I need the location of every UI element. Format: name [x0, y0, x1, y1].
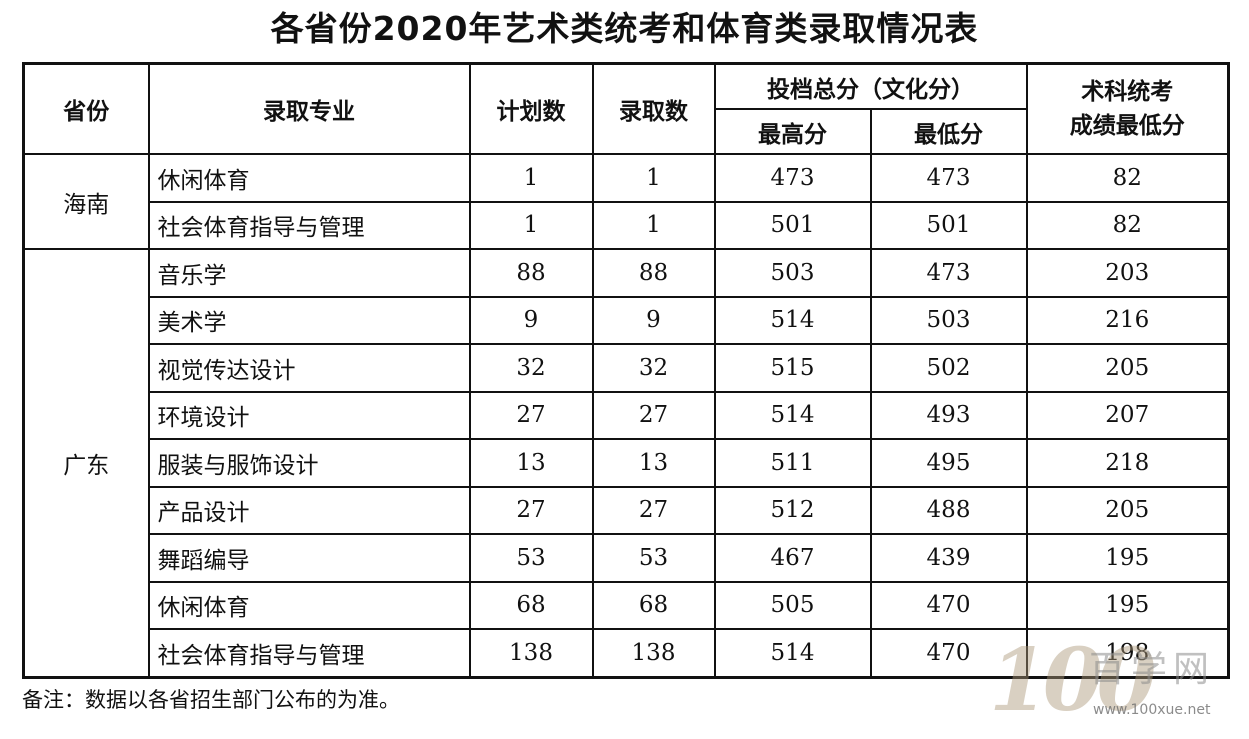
- score-high-cell: 473: [713, 153, 872, 203]
- score-low-cell: 502: [869, 343, 1028, 393]
- exam-min-cell: 195: [1025, 533, 1230, 583]
- footnote: 备注：数据以各省招生部门公布的为准。: [22, 688, 400, 712]
- header-admitted: 录取数: [591, 62, 716, 155]
- major-cell: 休闲体育: [147, 153, 471, 203]
- exam-min-cell: 195: [1025, 580, 1230, 630]
- admitted-cell: 53: [591, 533, 716, 583]
- score-high-cell: 505: [713, 580, 872, 630]
- score-high-cell: 514: [713, 390, 872, 440]
- score-low-cell: 470: [869, 580, 1028, 630]
- plan-cell: 27: [468, 485, 594, 535]
- table-row: 视觉传达设计 32 32 515 502 205: [24, 343, 1230, 393]
- exam-min-cell: 82: [1025, 153, 1230, 203]
- table-row: 产品设计 27 27 512 488 205: [24, 485, 1230, 535]
- exam-min-cell: 218: [1025, 438, 1230, 488]
- major-cell: 视觉传达设计: [147, 343, 471, 393]
- score-high-cell: 512: [713, 485, 872, 535]
- major-cell: 社会体育指导与管理: [147, 628, 471, 678]
- table-row: 服装与服饰设计 13 13 511 495 218: [24, 438, 1230, 488]
- page-title: 各省份2020年艺术类统考和体育类录取情况表: [270, 9, 979, 48]
- major-cell: 休闲体育: [147, 580, 471, 630]
- admitted-cell: 32: [591, 343, 716, 393]
- admitted-cell: 68: [591, 580, 716, 630]
- plan-cell: 13: [468, 438, 594, 488]
- score-low-cell: 495: [869, 438, 1028, 488]
- admitted-cell: 1: [591, 153, 716, 203]
- plan-cell: 32: [468, 343, 594, 393]
- table-row: 休闲体育 68 68 505 470 195: [24, 580, 1230, 630]
- admitted-cell: 88: [591, 248, 716, 298]
- table-row: 社会体育指导与管理 1 1 501 501 82: [24, 200, 1230, 250]
- header-plan: 计划数: [468, 62, 594, 155]
- major-cell: 服装与服饰设计: [147, 438, 471, 488]
- score-high-cell: 514: [713, 628, 872, 678]
- plan-cell: 9: [468, 295, 594, 345]
- major-cell: 社会体育指导与管理: [147, 200, 471, 250]
- header-score-high: 最高分: [713, 108, 872, 155]
- exam-min-cell: 82: [1025, 200, 1230, 250]
- exam-min-cell: 205: [1025, 343, 1230, 393]
- major-cell: 环境设计: [147, 390, 471, 440]
- province-cell: 广东: [22, 248, 150, 678]
- table-row: 社会体育指导与管理 138 138 514 470 198: [24, 628, 1230, 678]
- table-row: 环境设计 27 27 514 493 207: [24, 390, 1230, 440]
- score-low-cell: 503: [869, 295, 1028, 345]
- province-cell: 海南: [22, 153, 150, 250]
- score-high-cell: 511: [713, 438, 872, 488]
- admitted-cell: 27: [591, 485, 716, 535]
- score-low-cell: 493: [869, 390, 1028, 440]
- watermark-url: www.100xue.net: [1093, 702, 1211, 718]
- header-province: 省份: [22, 62, 150, 155]
- header-score-low: 最低分: [869, 108, 1028, 155]
- score-low-cell: 488: [869, 485, 1028, 535]
- watermark-digits: 100: [989, 630, 1157, 731]
- score-high-cell: 501: [713, 200, 872, 250]
- header-major: 录取专业: [147, 62, 471, 155]
- table-body: 海南 休闲体育 1 1 473 473 82 社会体育指导与管理 1 1 501 501 82 广东 音乐学…: [22, 153, 1230, 678]
- header-exam-line1: 术科统考: [1081, 79, 1174, 105]
- watermark-logo: 100 百学网 www.100xue.net: [989, 636, 1239, 736]
- score-high-cell: 514: [713, 295, 872, 345]
- exam-min-cell: 216: [1025, 295, 1230, 345]
- header-exam-line2: 成绩最低分: [1069, 113, 1185, 139]
- watermark-text: 百学网: [1089, 649, 1216, 690]
- plan-cell: 138: [468, 628, 594, 678]
- plan-cell: 1: [468, 200, 594, 250]
- score-high-cell: 467: [713, 533, 872, 583]
- score-high-cell: 503: [713, 248, 872, 298]
- admitted-cell: 1: [591, 200, 716, 250]
- plan-cell: 88: [468, 248, 594, 298]
- score-low-cell: 501: [869, 200, 1028, 250]
- admitted-cell: 9: [591, 295, 716, 345]
- plan-cell: 27: [468, 390, 594, 440]
- exam-min-cell: 203: [1025, 248, 1230, 298]
- header-exam-min: 术科统考 成绩最低分: [1025, 62, 1230, 155]
- major-cell: 产品设计: [147, 485, 471, 535]
- exam-min-cell: 198: [1025, 628, 1230, 678]
- score-low-cell: 473: [869, 153, 1028, 203]
- admitted-cell: 27: [591, 390, 716, 440]
- score-high-cell: 515: [713, 343, 872, 393]
- major-cell: 美术学: [147, 295, 471, 345]
- table-row: 海南 休闲体育 1 1 473 473 82: [22, 153, 1230, 250]
- admitted-cell: 138: [591, 628, 716, 678]
- score-low-cell: 473: [869, 248, 1028, 298]
- admission-table: 省份 录取专业 计划数 录取数 投档总分（文化分） 术科统考 成绩最低分 最高分…: [22, 62, 1230, 679]
- exam-min-cell: 205: [1025, 485, 1230, 535]
- plan-cell: 68: [468, 580, 594, 630]
- plan-cell: 1: [468, 153, 594, 203]
- score-low-cell: 470: [869, 628, 1028, 678]
- table-row: 美术学 9 9 514 503 216: [24, 295, 1230, 345]
- score-low-cell: 439: [869, 533, 1028, 583]
- major-cell: 舞蹈编导: [147, 533, 471, 583]
- header-score-group: 投档总分（文化分）: [713, 62, 1028, 110]
- major-cell: 音乐学: [147, 248, 471, 298]
- table-row: 舞蹈编导 53 53 467 439 195: [24, 533, 1230, 583]
- plan-cell: 53: [468, 533, 594, 583]
- exam-min-cell: 207: [1025, 390, 1230, 440]
- admitted-cell: 13: [591, 438, 716, 488]
- table-row: 广东 音乐学 88 88 503 473 203: [22, 248, 1230, 678]
